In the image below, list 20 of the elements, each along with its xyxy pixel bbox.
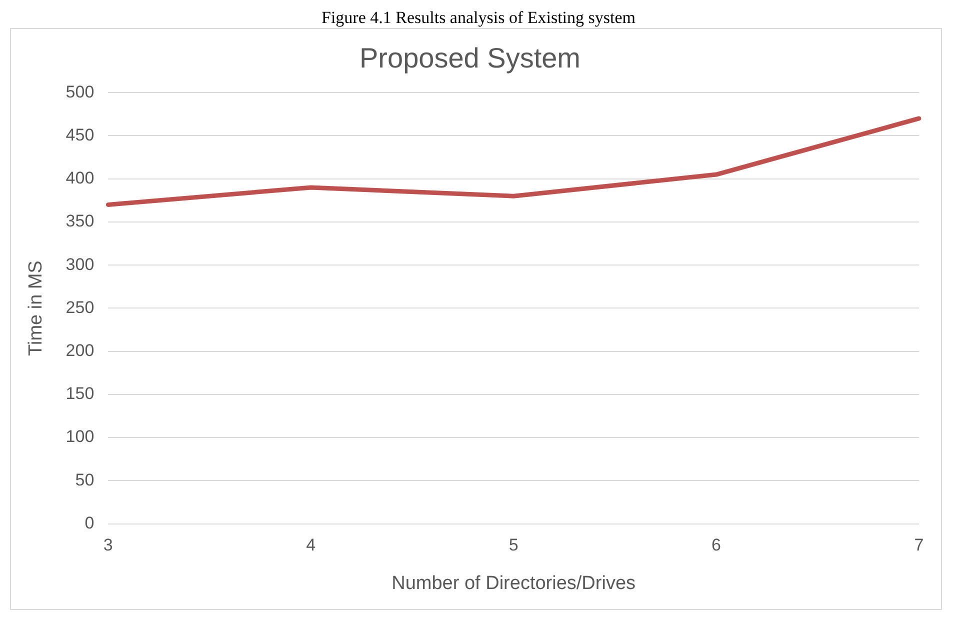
x-tick-label: 4 — [306, 536, 316, 555]
y-tick-label: 300 — [66, 254, 94, 274]
y-tick-label: 400 — [66, 168, 94, 188]
y-tick-label: 500 — [66, 82, 94, 102]
x-tick-label: 5 — [508, 536, 518, 555]
y-tick-label: 200 — [66, 341, 94, 360]
x-tick-label: 3 — [103, 536, 113, 555]
y-tick-label: 150 — [66, 384, 94, 404]
chart-title: Proposed System — [360, 42, 580, 74]
y-tick-label: 50 — [75, 470, 94, 490]
x-tick-label: 7 — [914, 536, 924, 555]
y-axis-title: Time in MS — [26, 260, 47, 356]
y-tick-label: 100 — [66, 427, 94, 446]
y-tick-label: 450 — [66, 125, 94, 144]
x-tick-label: 6 — [712, 536, 722, 555]
y-tick-label: 350 — [66, 212, 94, 231]
caption: Figure 4.1 Results analysis of Existing system — [320, 8, 637, 28]
x-axis-title: Number of Directories/Drives — [392, 572, 636, 594]
y-tick-label: 0 — [84, 513, 94, 532]
y-tick-label: 250 — [66, 298, 94, 317]
